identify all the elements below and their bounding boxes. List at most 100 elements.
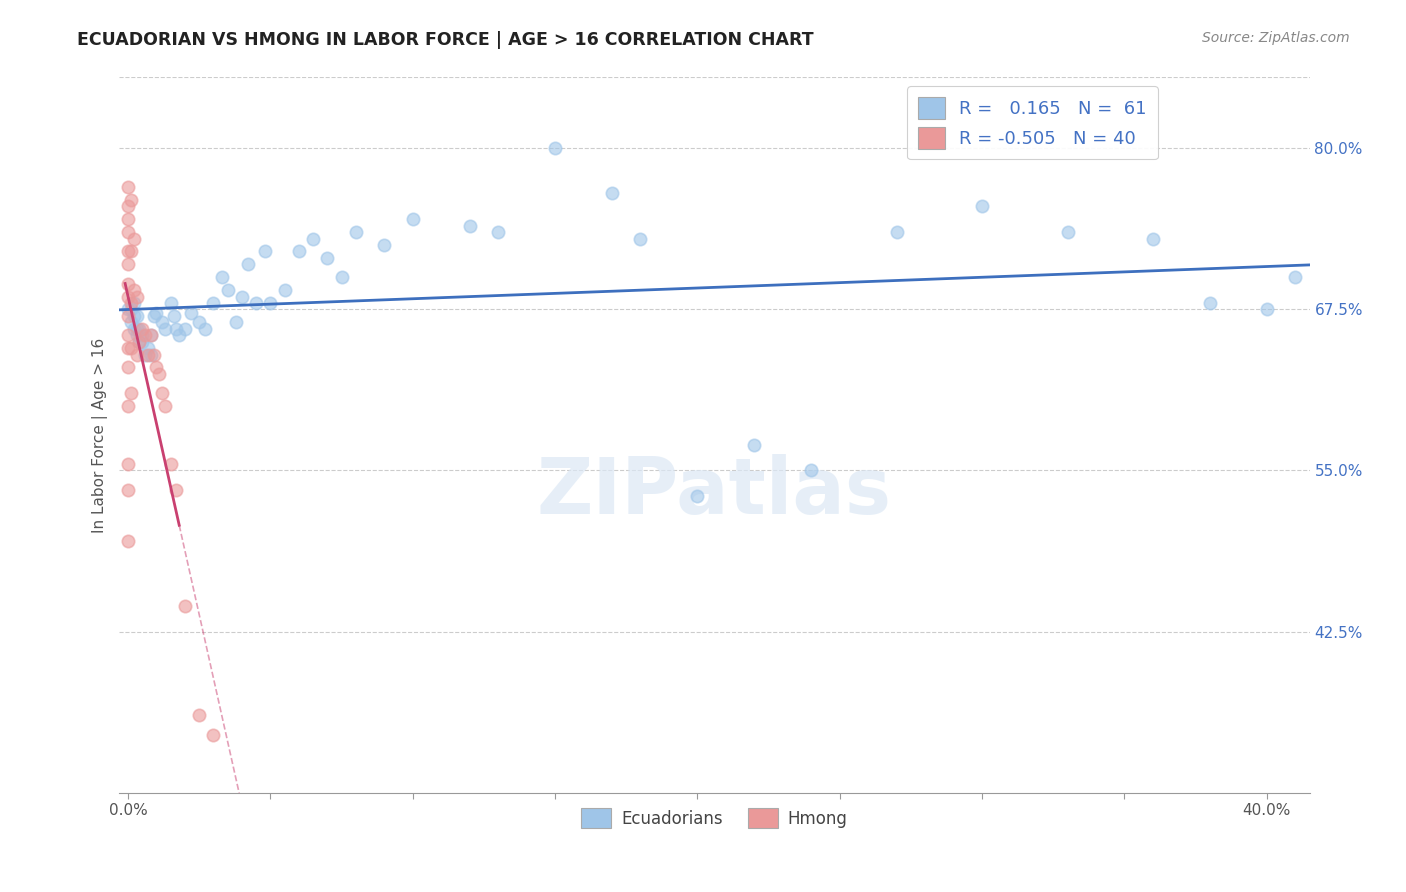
Point	[1142, 231, 1164, 245]
Point	[600, 186, 623, 201]
Point	[1284, 270, 1306, 285]
Point	[117, 309, 139, 323]
Point	[886, 225, 908, 239]
Point	[259, 296, 281, 310]
Point	[122, 231, 145, 245]
Point	[211, 270, 233, 285]
Point	[136, 341, 159, 355]
Point	[302, 231, 325, 245]
Point	[117, 289, 139, 303]
Point	[202, 296, 225, 310]
Point	[128, 334, 150, 349]
Point	[145, 360, 167, 375]
Point	[1199, 296, 1222, 310]
Point	[486, 225, 509, 239]
Point	[117, 199, 139, 213]
Point	[120, 341, 142, 355]
Y-axis label: In Labor Force | Age > 16: In Labor Force | Age > 16	[93, 337, 108, 533]
Point	[120, 302, 142, 317]
Point	[153, 399, 176, 413]
Point	[544, 141, 567, 155]
Point	[1256, 302, 1278, 317]
Point	[165, 483, 187, 497]
Text: Source: ZipAtlas.com: Source: ZipAtlas.com	[1202, 31, 1350, 45]
Point	[117, 225, 139, 239]
Point	[117, 534, 139, 549]
Point	[167, 328, 190, 343]
Point	[142, 347, 165, 361]
Point	[236, 257, 259, 271]
Point	[153, 322, 176, 336]
Point	[744, 438, 766, 452]
Point	[202, 728, 225, 742]
Point	[117, 257, 139, 271]
Point	[174, 322, 197, 336]
Point	[139, 347, 162, 361]
Point	[150, 315, 173, 329]
Point	[344, 225, 367, 239]
Point	[134, 328, 156, 343]
Point	[120, 193, 142, 207]
Point	[142, 309, 165, 323]
Point	[225, 315, 247, 329]
Point	[630, 231, 652, 245]
Point	[117, 244, 139, 259]
Point	[120, 386, 142, 401]
Point	[188, 315, 211, 329]
Point	[122, 322, 145, 336]
Point	[188, 708, 211, 723]
Point	[134, 347, 156, 361]
Point	[131, 328, 153, 343]
Point	[288, 244, 311, 259]
Point	[125, 289, 148, 303]
Point	[117, 399, 139, 413]
Point	[120, 244, 142, 259]
Point	[373, 238, 395, 252]
Point	[122, 283, 145, 297]
Text: ZIPatlas: ZIPatlas	[537, 454, 891, 530]
Point	[245, 296, 267, 310]
Point	[194, 322, 217, 336]
Point	[125, 309, 148, 323]
Point	[125, 328, 148, 343]
Point	[145, 306, 167, 320]
Point	[174, 599, 197, 613]
Point	[150, 386, 173, 401]
Point	[458, 219, 481, 233]
Point	[125, 322, 148, 336]
Point	[316, 251, 339, 265]
Point	[117, 277, 139, 291]
Point	[231, 289, 253, 303]
Point	[165, 322, 187, 336]
Point	[139, 328, 162, 343]
Point	[800, 463, 823, 477]
Point	[159, 296, 181, 310]
Point	[686, 489, 709, 503]
Point	[131, 334, 153, 349]
Point	[402, 212, 425, 227]
Point	[273, 283, 295, 297]
Text: ECUADORIAN VS HMONG IN LABOR FORCE | AGE > 16 CORRELATION CHART: ECUADORIAN VS HMONG IN LABOR FORCE | AGE…	[77, 31, 814, 49]
Legend: Ecuadorians, Hmong: Ecuadorians, Hmong	[575, 802, 855, 834]
Point	[128, 334, 150, 349]
Point	[253, 244, 276, 259]
Point	[159, 457, 181, 471]
Point	[120, 296, 142, 310]
Point	[117, 483, 139, 497]
Point	[1056, 225, 1078, 239]
Point	[330, 270, 353, 285]
Point	[122, 309, 145, 323]
Point	[217, 283, 239, 297]
Point	[180, 306, 202, 320]
Point	[117, 328, 139, 343]
Point	[117, 302, 139, 317]
Point	[162, 309, 184, 323]
Point	[122, 296, 145, 310]
Point	[128, 322, 150, 336]
Point	[117, 212, 139, 227]
Point	[117, 341, 139, 355]
Point	[148, 367, 170, 381]
Point	[136, 347, 159, 361]
Point	[117, 180, 139, 194]
Point	[117, 360, 139, 375]
